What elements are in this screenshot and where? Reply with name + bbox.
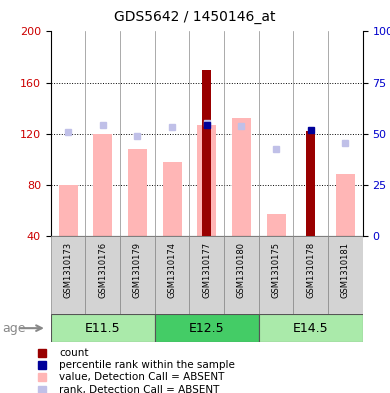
Text: E14.5: E14.5 — [293, 321, 328, 335]
Text: value, Detection Call = ABSENT: value, Detection Call = ABSENT — [59, 372, 225, 382]
Text: percentile rank within the sample: percentile rank within the sample — [59, 360, 235, 370]
Text: GSM1310179: GSM1310179 — [133, 242, 142, 298]
Bar — [197, 125, 216, 236]
Bar — [155, 314, 259, 342]
Bar — [232, 118, 251, 236]
Text: E12.5: E12.5 — [189, 321, 225, 335]
Bar — [190, 236, 224, 314]
Text: rank, Detection Call = ABSENT: rank, Detection Call = ABSENT — [59, 385, 220, 393]
Bar — [58, 185, 78, 236]
Bar — [93, 134, 112, 236]
Bar — [51, 314, 155, 342]
Text: GSM1310176: GSM1310176 — [98, 242, 107, 298]
Text: GSM1310175: GSM1310175 — [271, 242, 280, 298]
Bar — [120, 236, 155, 314]
Bar — [307, 131, 315, 236]
Bar — [293, 236, 328, 314]
Text: GSM1310180: GSM1310180 — [237, 242, 246, 298]
Bar — [163, 162, 182, 236]
Bar — [266, 214, 285, 236]
Bar — [336, 174, 355, 236]
Text: GSM1310178: GSM1310178 — [306, 242, 315, 298]
Text: GDS5642 / 1450146_at: GDS5642 / 1450146_at — [114, 10, 276, 24]
Text: GSM1310177: GSM1310177 — [202, 242, 211, 298]
Bar — [259, 314, 363, 342]
Text: count: count — [59, 348, 89, 358]
Bar — [155, 236, 190, 314]
Bar — [128, 149, 147, 236]
Text: age: age — [2, 321, 25, 335]
Bar — [224, 236, 259, 314]
Bar — [328, 236, 363, 314]
Text: GSM1310174: GSM1310174 — [168, 242, 177, 298]
Text: E11.5: E11.5 — [85, 321, 121, 335]
Bar — [259, 236, 293, 314]
Bar — [202, 70, 211, 236]
Bar — [51, 236, 85, 314]
Text: GSM1310173: GSM1310173 — [64, 242, 73, 298]
Text: GSM1310181: GSM1310181 — [341, 242, 350, 298]
Bar — [85, 236, 120, 314]
